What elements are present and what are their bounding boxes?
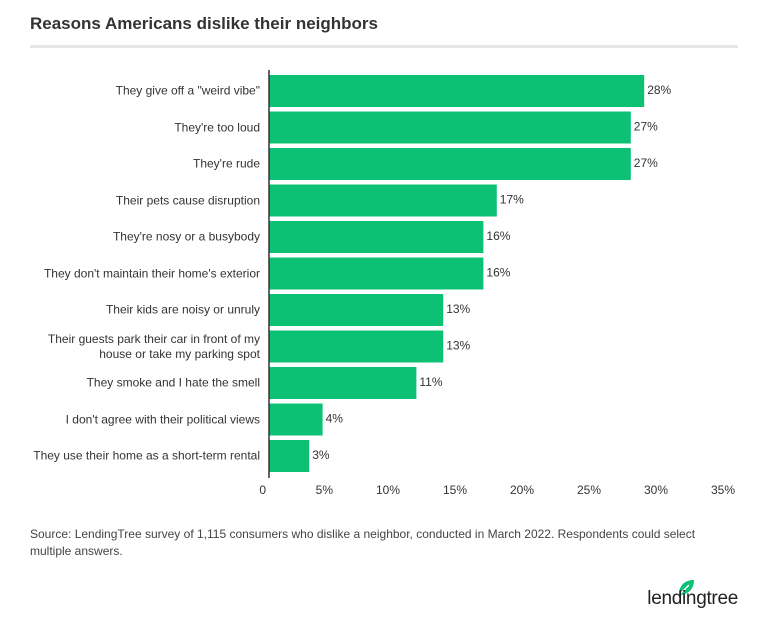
category-label: They give off a "weird vibe" bbox=[115, 83, 260, 98]
value-label: 13% bbox=[446, 302, 470, 316]
bar bbox=[269, 440, 310, 472]
category-label: They're rude bbox=[193, 156, 260, 171]
category-label: Their pets cause disruption bbox=[115, 193, 260, 207]
value-label: 4% bbox=[326, 412, 344, 426]
bar bbox=[269, 111, 631, 144]
category-label: They don't maintain their home's exterio… bbox=[43, 266, 260, 280]
bar bbox=[269, 257, 484, 290]
category-label: Their kids are noisy or unruly bbox=[105, 302, 260, 317]
category-label: They smoke and I hate the smell bbox=[86, 375, 260, 390]
category-label: They use their home as a short-term rent… bbox=[33, 448, 260, 463]
logo-leaf bbox=[679, 580, 694, 595]
category-label: They're too loud bbox=[174, 120, 260, 134]
value-label: 16% bbox=[486, 266, 510, 280]
bar bbox=[269, 221, 484, 253]
x-tick-label: 0 bbox=[259, 483, 266, 497]
bar bbox=[269, 403, 323, 436]
x-tick-label: 30% bbox=[644, 483, 668, 497]
value-label: 3% bbox=[312, 448, 330, 462]
x-tick-label: 20% bbox=[510, 483, 534, 497]
bar bbox=[269, 330, 444, 363]
title-rule bbox=[30, 45, 738, 48]
x-tick-label: 25% bbox=[577, 483, 601, 497]
value-label: 13% bbox=[446, 339, 470, 353]
value-label: 16% bbox=[486, 229, 510, 243]
value-label: 27% bbox=[634, 120, 658, 134]
x-tick-label: 15% bbox=[443, 483, 467, 497]
category-label: I don't agree with their political views bbox=[65, 412, 260, 426]
value-label: 27% bbox=[634, 156, 658, 170]
category-label: Their guests park their car in front of … bbox=[47, 331, 260, 361]
source-note: Source: LendingTree survey of 1,115 cons… bbox=[30, 527, 696, 558]
value-label: 28% bbox=[647, 83, 671, 97]
value-label: 11% bbox=[419, 375, 442, 389]
category-label: They're nosy or a busybody bbox=[112, 229, 260, 244]
logo: lendingtree bbox=[647, 588, 738, 609]
value-label: 17% bbox=[500, 193, 524, 207]
bar bbox=[269, 148, 631, 180]
x-tick-label: 10% bbox=[376, 483, 400, 497]
bar bbox=[269, 75, 645, 107]
x-tick-label: 5% bbox=[316, 483, 334, 497]
bar bbox=[269, 294, 444, 326]
bar bbox=[269, 367, 417, 399]
chart-title: Reasons Americans dislike their neighbor… bbox=[30, 14, 378, 33]
x-tick-label: 35% bbox=[711, 483, 735, 497]
bar bbox=[269, 184, 497, 217]
